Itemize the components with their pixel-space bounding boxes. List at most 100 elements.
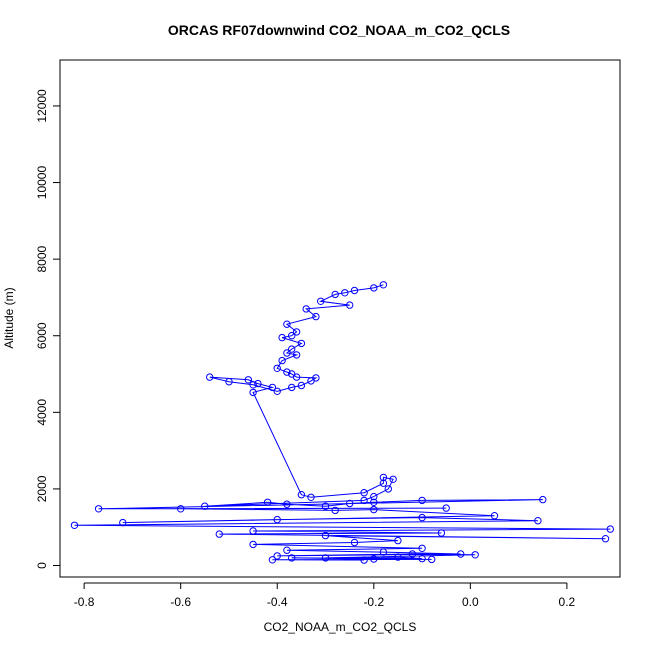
data-point (384, 485, 392, 493)
data-point (457, 550, 465, 558)
y-tick-label: 12000 (35, 89, 49, 123)
data-point (442, 504, 450, 512)
data-point (297, 339, 306, 348)
data-point (273, 552, 281, 560)
data-point (312, 312, 320, 321)
data-point (288, 383, 296, 392)
x-tick-label: -0.2 (363, 595, 384, 609)
chart-title: ORCAS RF07downwind CO2_NOAA_m_CO2_QCLS (168, 22, 510, 38)
data-point (428, 555, 436, 564)
data-point (360, 496, 368, 505)
data-point (394, 553, 402, 561)
data-point (273, 364, 281, 372)
data-point (539, 495, 547, 504)
data-point (297, 491, 306, 499)
data-point (379, 479, 388, 487)
data-point (437, 529, 446, 537)
x-tick-label: 0.0 (462, 595, 479, 609)
x-axis: -0.8 -0.6 -0.4 -0.2 0.0 0.2 (74, 582, 576, 609)
x-tick-label: -0.8 (74, 595, 95, 609)
data-point (297, 381, 306, 390)
data-point (254, 379, 262, 388)
data-point (321, 502, 330, 510)
data-point (215, 530, 224, 538)
data-point (601, 535, 610, 543)
data-point (278, 333, 286, 342)
data-point (331, 506, 339, 515)
data-point (119, 518, 127, 527)
data-point (418, 496, 426, 505)
data-point (249, 527, 257, 535)
data-point (225, 378, 233, 386)
data-point (394, 536, 402, 545)
data-point (268, 556, 277, 564)
x-tick-label: -0.4 (267, 595, 288, 609)
data-point (177, 505, 185, 513)
data-point (346, 499, 354, 508)
data-point (321, 554, 330, 562)
data-point (278, 356, 286, 365)
y-tick-label: 8000 (35, 245, 49, 272)
y-tick-label: 2000 (35, 475, 49, 502)
data-point (389, 475, 397, 483)
data-point (249, 540, 257, 549)
data-point (263, 498, 272, 506)
data-point (292, 328, 301, 336)
data-point (283, 368, 291, 376)
data-point (418, 544, 426, 552)
data-point (408, 550, 417, 558)
data-point (317, 297, 325, 305)
data-point (370, 498, 378, 506)
y-tick-label: 6000 (35, 322, 49, 349)
series-line (74, 284, 611, 561)
data-point (346, 301, 354, 309)
data-point (379, 281, 388, 289)
data-point (418, 513, 426, 522)
data-point (307, 377, 315, 385)
data-point (273, 387, 281, 395)
data-point (283, 500, 291, 508)
data-point (94, 505, 103, 513)
data-point (350, 538, 359, 547)
data-point (379, 473, 388, 482)
data-point (283, 349, 291, 357)
data-point (370, 492, 378, 501)
data-point (268, 383, 277, 392)
data-point (360, 556, 368, 564)
data-point (379, 548, 388, 556)
y-tick-label: 10000 (35, 166, 49, 200)
data-point (201, 502, 209, 510)
series-layer (70, 281, 614, 564)
data-point (292, 351, 301, 359)
data-point (321, 531, 330, 540)
data-point (283, 546, 291, 554)
data-point (331, 290, 339, 299)
data-point (307, 493, 315, 501)
data-point (283, 320, 291, 328)
data-point (292, 373, 301, 381)
data-point (606, 525, 614, 533)
data-point (370, 284, 378, 292)
y-axis-label: Altitude (m) (2, 287, 16, 348)
y-tick-label: 4000 (35, 399, 49, 426)
data-point (360, 489, 368, 497)
data-point (490, 512, 499, 520)
y-tick-label: 0 (35, 562, 49, 569)
data-point (288, 332, 296, 340)
data-point (370, 505, 378, 514)
data-point (350, 286, 359, 295)
data-point (341, 289, 349, 297)
data-point (288, 554, 296, 562)
y-axis: 0 2000 4000 6000 8000 10000 12000 (35, 89, 61, 569)
data-point (244, 376, 253, 384)
x-tick-label: 0.2 (559, 595, 576, 609)
x-axis-label: CO2_NOAA_m_CO2_QCLS (264, 620, 417, 634)
data-point (70, 521, 79, 529)
x-tick-label: -0.6 (170, 595, 191, 609)
data-point (206, 373, 214, 381)
data-point (471, 551, 479, 559)
data-point (302, 305, 310, 313)
data-point (534, 517, 542, 525)
data-point (273, 515, 281, 524)
